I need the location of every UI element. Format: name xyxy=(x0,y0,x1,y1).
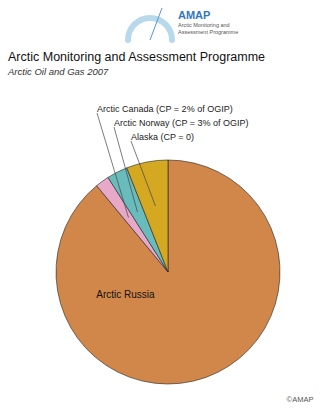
leader-line xyxy=(131,141,155,206)
slice-label: Arctic Russia xyxy=(96,289,155,300)
title: Arctic Monitoring and Assessment Program… xyxy=(8,50,265,64)
logo-subtext: Assessment Programme xyxy=(178,29,238,35)
slice-label: Arctic Canada (CP = 2% of OGIP) xyxy=(97,104,233,114)
subtitle: Arctic Oil and Gas 2007 xyxy=(7,66,109,77)
logo-subtext: Arctic Monitoring and xyxy=(178,22,230,28)
logo-line xyxy=(150,8,162,40)
pie-slice xyxy=(127,160,168,272)
chart: AMAPArctic Monitoring andAssessment Prog… xyxy=(0,0,336,408)
logo-arc xyxy=(128,18,172,40)
copyright: ©AMAP xyxy=(287,395,314,404)
slice-label: Arctic Norway (CP = 3% of OGIP) xyxy=(114,118,249,128)
pie xyxy=(56,160,280,384)
logo: AMAPArctic Monitoring andAssessment Prog… xyxy=(128,8,238,40)
pie-slice xyxy=(56,160,280,384)
logo-text: AMAP xyxy=(178,9,210,21)
labels: Arctic Russia Arctic Canada (CP = 2% of O… xyxy=(96,104,248,300)
leader-line xyxy=(97,113,129,218)
slice-label: Alaska (CP = 0) xyxy=(131,132,194,142)
